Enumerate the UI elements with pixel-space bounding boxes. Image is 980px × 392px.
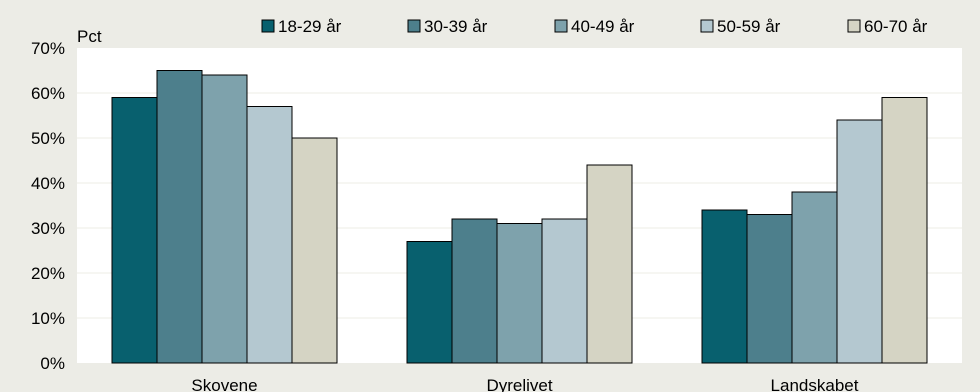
legend-label: 18-29 år — [278, 17, 342, 36]
bar-landskabet-1 — [701, 209, 748, 364]
bar-dyrelivet-2 — [451, 218, 498, 364]
bar-skovene-2 — [156, 70, 203, 364]
y-tick-label: 60% — [31, 84, 65, 103]
bar-skovene-4 — [246, 106, 293, 364]
bar-skovene-3 — [201, 74, 248, 364]
bar-dyrelivet-4 — [541, 218, 588, 364]
bar-dyrelivet-3 — [496, 223, 543, 364]
x-category-label: Landskabet — [771, 376, 859, 392]
x-category-label: Skovene — [191, 376, 257, 392]
legend-swatch — [407, 19, 421, 33]
y-tick-label: 50% — [31, 129, 65, 148]
bar-dyrelivet-1 — [406, 241, 453, 364]
bars — [111, 70, 928, 364]
bar-skovene-1 — [111, 97, 158, 364]
legend-label: 40-49 år — [571, 17, 635, 36]
y-axis-unit-label: Pct — [77, 27, 102, 46]
legend: 18-29 år 30-39 år 40-49 år 50-59 år 60-70 år — [261, 17, 928, 36]
y-tick-label: 40% — [31, 174, 65, 193]
legend-label: 30-39 år — [424, 17, 488, 36]
y-tick-label: 70% — [31, 39, 65, 58]
legend-label: 50-59 år — [717, 17, 781, 36]
legend-swatch — [554, 19, 568, 33]
y-axis-ticks: 0% 10% 20% 30% 40% 50% 60% 70% — [31, 39, 65, 373]
bar-skovene-5 — [291, 137, 338, 364]
bar-landskabet-4 — [836, 119, 883, 364]
legend-swatch — [847, 19, 861, 33]
y-tick-label: 20% — [31, 264, 65, 283]
x-axis-categories: Skovene Dyrelivet Landskabet — [191, 376, 858, 392]
bar-landskabet-3 — [791, 191, 838, 364]
x-category-label: Dyrelivet — [486, 376, 552, 392]
bar-landskabet-2 — [746, 214, 793, 364]
y-tick-label: 0% — [40, 354, 65, 373]
legend-swatch — [261, 19, 275, 33]
legend-swatch — [700, 19, 714, 33]
bar-landskabet-5 — [881, 97, 928, 364]
y-tick-label: 10% — [31, 309, 65, 328]
bar-dyrelivet-5 — [586, 164, 633, 364]
legend-label: 60-70 år — [864, 17, 928, 36]
y-tick-label: 30% — [31, 219, 65, 238]
